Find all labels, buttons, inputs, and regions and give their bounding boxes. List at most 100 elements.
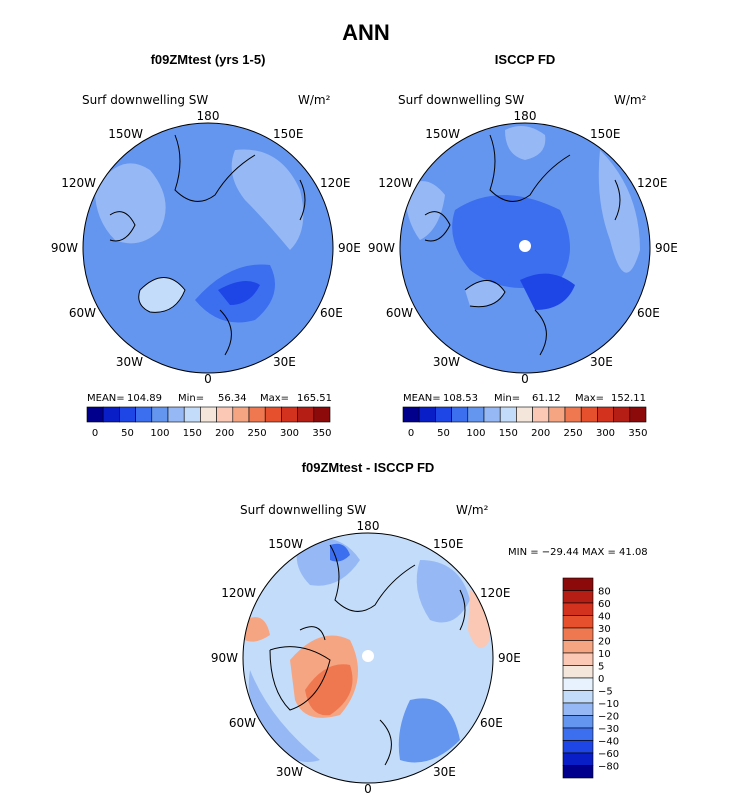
colorbar-swatch — [562, 765, 594, 779]
lon-label: 90E — [338, 241, 361, 255]
min-label: Min= — [494, 393, 520, 404]
lon-label: 90E — [498, 651, 521, 665]
lon-label: 60E — [637, 306, 660, 320]
colorbar-swatch — [402, 406, 420, 423]
map-field-region — [138, 277, 185, 313]
map-field-region — [218, 281, 260, 305]
coastline — [109, 134, 306, 356]
colorbar-tick-label: −60 — [598, 749, 619, 760]
colorbar-swatch — [151, 406, 169, 423]
lon-label: 90E — [655, 241, 678, 255]
colorbar-swatch — [562, 702, 594, 716]
colorbar-swatch — [135, 406, 153, 423]
min-label: Min= — [178, 393, 204, 404]
map-field-region — [95, 163, 166, 244]
colorbar-swatch — [86, 406, 104, 423]
colorbar-swatch — [562, 577, 594, 591]
panel-units: W/m² — [614, 93, 647, 107]
colorbar-swatch — [629, 406, 647, 423]
colorbar-tick-label: 300 — [596, 428, 615, 439]
colorbar-tick-label: 300 — [280, 428, 299, 439]
colorbar-swatch — [580, 406, 598, 423]
colorbar-swatch — [313, 406, 331, 423]
colorbar-tick-label: 350 — [312, 428, 331, 439]
max-label: Max= — [260, 393, 289, 404]
panel-title: f09ZMtest (yrs 1-5) — [151, 52, 266, 67]
lon-label: 120E — [480, 586, 511, 600]
colorbar-swatch — [183, 406, 201, 423]
lon-label: 180 — [514, 109, 537, 123]
colorbar-tick-label: 100 — [466, 428, 485, 439]
colorbar-swatch — [532, 406, 550, 423]
colorbar-swatch — [499, 406, 517, 423]
colorbar-swatch — [613, 406, 631, 423]
panel-units: W/m² — [298, 93, 331, 107]
lon-label: 150W — [425, 127, 460, 141]
lon-label: 150E — [273, 127, 304, 141]
colorbar-tick-label: 5 — [598, 662, 604, 673]
polar-map — [400, 123, 650, 373]
lon-label: 30E — [433, 765, 456, 779]
colorbar: 0 50 100 150 200 250 300 350 — [402, 406, 647, 439]
panel-difference: f09ZMtest - ISCCP FD Surf downwelling SW… — [211, 460, 648, 796]
colorbar-swatch — [562, 652, 594, 666]
panel-subtitle: Surf downwelling SW — [240, 503, 366, 517]
map-field-region — [330, 543, 350, 562]
panel-subtitle: Surf downwelling SW — [82, 93, 208, 107]
colorbar-swatch — [562, 740, 594, 754]
lon-label: 90W — [51, 241, 78, 255]
lon-label: 180 — [197, 109, 220, 123]
colorbar-tick-label: 30 — [598, 624, 611, 635]
colorbar-swatch — [418, 406, 436, 423]
colorbar-tick-label: 150 — [183, 428, 202, 439]
colorbar-tick-label: 250 — [248, 428, 267, 439]
colorbar-swatch — [562, 590, 594, 604]
colorbar-tick-label: 100 — [150, 428, 169, 439]
colorbar-tick-label: 80 — [598, 587, 611, 598]
colorbar-swatch — [483, 406, 501, 423]
map-border — [399, 122, 651, 374]
lon-label: 150W — [268, 537, 303, 551]
colorbar-swatch — [281, 406, 298, 423]
colorbar-swatch — [562, 677, 594, 691]
lon-labels: 180 150E 120E 90E 60E 30E 0 30W 60W 90W … — [51, 109, 361, 386]
max-value: 165.51 — [297, 393, 332, 404]
colorbar-tick-label: −80 — [598, 762, 619, 773]
colorbar-swatch — [562, 752, 594, 766]
colorbar-swatch — [451, 406, 469, 423]
colorbar-swatch — [216, 406, 234, 423]
map-field-region — [231, 149, 304, 250]
map-field-region — [398, 698, 460, 763]
colorbar-tick-label: 10 — [598, 649, 611, 660]
colorbar-swatch — [264, 406, 282, 423]
polar-map — [243, 533, 493, 783]
mean-label: MEAN= — [403, 393, 441, 404]
colorbar-tick-label: 150 — [499, 428, 518, 439]
lon-labels: 180 150E 120E 90E 60E 30E 0 30W 60W 90W … — [211, 519, 521, 796]
colorbar-tick-label: 50 — [437, 428, 450, 439]
map-field-region — [468, 590, 490, 648]
colorbar-tick-label: 0 — [598, 674, 604, 685]
colorbar-swatch — [562, 602, 594, 616]
lon-label: 90W — [211, 651, 238, 665]
max-value: 152.11 — [611, 393, 646, 404]
colorbar-swatch — [562, 690, 594, 704]
panel-units: W/m² — [456, 503, 489, 517]
lon-label: 60W — [69, 306, 96, 320]
colorbar-tick-label: 40 — [598, 612, 611, 623]
colorbar-tick-label: 20 — [598, 637, 611, 648]
lon-label: 120E — [637, 176, 668, 190]
colorbar-swatch — [248, 406, 266, 423]
colorbar-swatch — [232, 406, 250, 423]
stats-line: MEAN= 104.89 Min= 56.34 Max= 165.51 — [87, 393, 332, 404]
mean-value: 108.53 — [443, 393, 478, 404]
colorbar-swatch — [597, 406, 614, 423]
colorbar-swatch — [516, 406, 533, 423]
colorbar-tick-label: −30 — [598, 724, 619, 735]
lon-label: 150E — [590, 127, 621, 141]
lon-label: 150E — [433, 537, 464, 551]
map-field-region — [465, 280, 505, 307]
lon-label: 180 — [357, 519, 380, 533]
lon-labels: 180 150E 120E 90E 60E 30E 0 30W 60W 90W … — [368, 109, 678, 386]
